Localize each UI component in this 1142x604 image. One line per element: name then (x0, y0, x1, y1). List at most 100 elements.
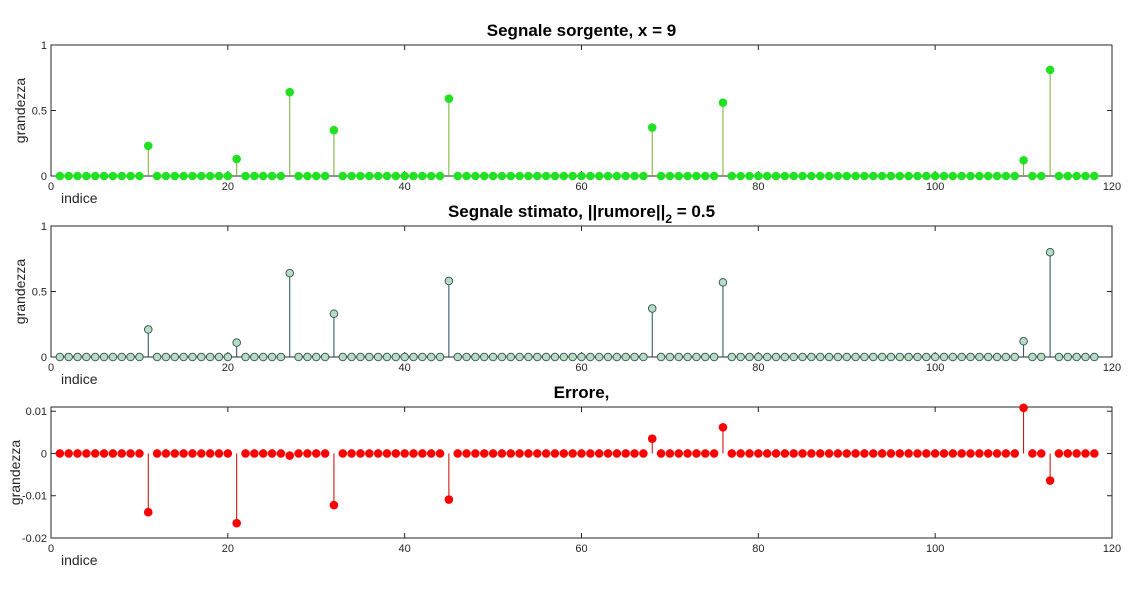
stem-marker (418, 172, 427, 181)
stem-marker (630, 172, 639, 181)
stem-marker (188, 449, 197, 458)
stem-marker (232, 155, 241, 164)
stem-marker (462, 449, 471, 458)
stem-marker (1082, 353, 1090, 361)
stem-marker (1072, 449, 1081, 458)
stem-marker (153, 172, 162, 181)
stem-marker (586, 449, 595, 458)
stem-marker (144, 142, 153, 151)
stem-marker (436, 353, 444, 361)
stem-marker (736, 172, 745, 181)
stem-marker (251, 353, 259, 361)
subplot-title: Segnale stimato, ||rumore||2 = 0.5 (448, 202, 715, 226)
stem-marker (427, 353, 435, 361)
stem-marker (250, 449, 259, 458)
stem-marker (109, 172, 118, 181)
stem-marker (64, 172, 73, 181)
stem-marker (197, 172, 206, 181)
stem-marker (966, 172, 975, 181)
stem-marker (887, 172, 896, 181)
stem-marker (860, 172, 869, 181)
stem-marker (312, 449, 321, 458)
stem-marker (348, 353, 356, 361)
stem-marker (516, 353, 524, 361)
stem-marker (480, 449, 489, 458)
stem-marker (506, 172, 515, 181)
x-tick-label: 120 (1103, 362, 1121, 374)
stem-marker (498, 172, 507, 181)
stem-marker (515, 172, 524, 181)
stem-marker (73, 172, 82, 181)
stem-marker (746, 353, 754, 361)
stem-marker (568, 449, 577, 458)
stem-marker (498, 449, 507, 458)
stem-marker (303, 449, 312, 458)
stem-marker (975, 449, 984, 458)
stem-marker (701, 449, 710, 458)
stem-marker (180, 353, 188, 361)
stem-marker (365, 449, 374, 458)
stem-marker (843, 353, 851, 361)
stem-marker (745, 172, 754, 181)
stem-marker (1002, 172, 1011, 181)
stem-marker (162, 353, 170, 361)
stem-marker (701, 172, 710, 181)
stem-marker (215, 353, 223, 361)
stem-marker (472, 353, 480, 361)
stem-marker (233, 339, 241, 347)
stem-marker (321, 353, 329, 361)
stem-marker (798, 172, 807, 181)
stem-marker (162, 172, 171, 181)
stem-marker (409, 449, 418, 458)
stem-marker (100, 353, 108, 361)
stem-marker (719, 98, 728, 107)
stem-marker (383, 353, 391, 361)
stem-marker (215, 172, 224, 181)
stem-marker (595, 449, 604, 458)
stem-marker (1055, 353, 1063, 361)
x-axis-label: indice (61, 190, 98, 206)
stem-marker (1037, 449, 1046, 458)
stem-marker (781, 172, 790, 181)
stem-marker (109, 353, 117, 361)
stem-marker (710, 353, 718, 361)
stem-marker (436, 172, 445, 181)
stem-marker (224, 449, 233, 458)
stem-marker (383, 449, 392, 458)
stem-marker (242, 353, 250, 361)
stem-marker (533, 449, 542, 458)
stem-marker (170, 172, 179, 181)
stem-marker (445, 277, 453, 285)
stem-marker (551, 172, 560, 181)
stem-marker (330, 310, 338, 318)
stem-marker (834, 353, 842, 361)
x-tick-label: 120 (1103, 181, 1121, 193)
stem-marker (489, 449, 498, 458)
stem-marker (392, 353, 400, 361)
subplot-2: 0 20 40 60 80 100 120 0 0.5 1 Segnale stimato, ||r… (12, 202, 1121, 387)
stem-marker (692, 172, 701, 181)
stem-marker (65, 353, 73, 361)
stem-marker (294, 172, 303, 181)
stem-marker (684, 353, 692, 361)
stem-marker (1037, 353, 1045, 361)
stem-marker (295, 353, 303, 361)
stem-marker (241, 172, 250, 181)
stem-marker (736, 449, 745, 458)
y-tick-label: 1 (41, 221, 47, 233)
stem-marker (356, 449, 365, 458)
stem-marker (781, 353, 789, 361)
stem-marker (83, 353, 91, 361)
stem-marker (587, 353, 595, 361)
stem-marker (577, 172, 586, 181)
stem-marker (648, 123, 657, 132)
stem-marker (967, 353, 975, 361)
stem-marker (409, 172, 418, 181)
y-tick-label: 0.5 (32, 287, 47, 299)
stem-marker (304, 353, 312, 361)
stem-marker (427, 172, 436, 181)
stem-marker (1028, 449, 1037, 458)
stem-marker (949, 172, 958, 181)
stem-marker (507, 353, 515, 361)
stem-marker (993, 449, 1002, 458)
